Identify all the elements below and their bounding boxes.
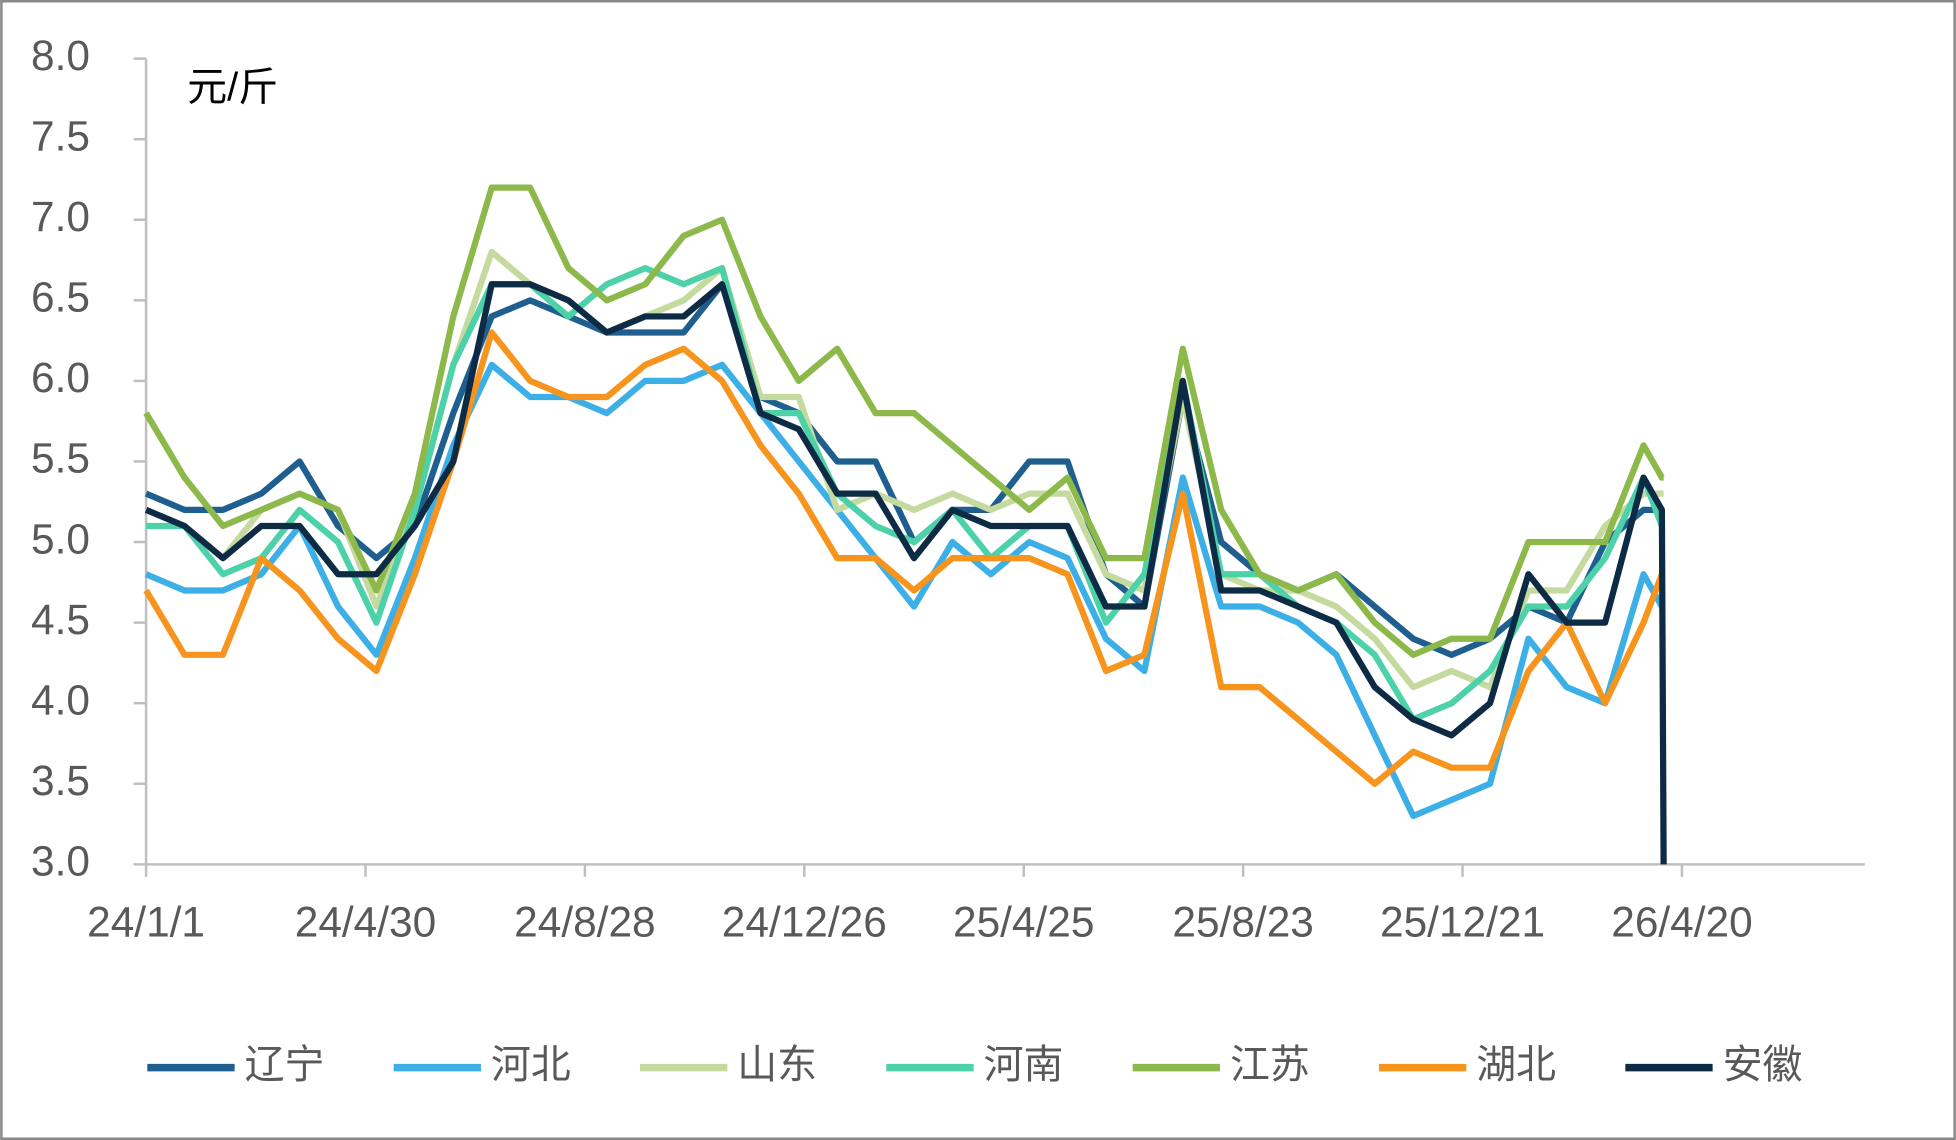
legend-label: 河南: [984, 1043, 1064, 1087]
y-tick-label: 4.5: [31, 596, 90, 643]
legend-label: 安徽: [1723, 1043, 1803, 1087]
x-tick-label: 25/12/21: [1380, 899, 1545, 946]
y-tick-label: 6.0: [31, 354, 90, 401]
legend-label: 山东: [737, 1043, 817, 1087]
y-unit: 元/斤: [187, 65, 278, 109]
x-tick-label: 25/8/23: [1172, 899, 1313, 946]
x-tick-label: 24/8/28: [514, 899, 655, 946]
x-tick-label: 24/1/1: [87, 899, 205, 946]
y-tick-label: 8.0: [31, 32, 90, 79]
y-tick-label: 7.5: [31, 112, 90, 159]
y-tick-label: 5.5: [31, 435, 90, 482]
y-tick-label: 4.0: [31, 676, 90, 723]
legend-label: 河北: [491, 1043, 571, 1087]
series-line: [144, 281, 1667, 865]
x-tick-label: 25/4/25: [953, 899, 1094, 946]
y-tick-label: 3.0: [31, 838, 90, 885]
y-tick-label: 6.5: [31, 274, 90, 321]
x-tick-label: 24/12/26: [722, 899, 887, 946]
legend-label: 辽宁: [245, 1043, 325, 1087]
series-line: [146, 265, 1665, 723]
y-tick-label: 5.0: [31, 515, 90, 562]
y-tick-label: 3.5: [31, 757, 90, 804]
x-tick-label: 26/4/20: [1611, 899, 1752, 946]
series-line: [143, 184, 1665, 658]
legend-label: 湖北: [1476, 1043, 1556, 1087]
y-tick-label: 7.0: [31, 193, 90, 240]
series-line: [143, 329, 1665, 787]
legend-label: 江苏: [1230, 1043, 1310, 1087]
x-tick-label: 24/4/30: [295, 899, 436, 946]
